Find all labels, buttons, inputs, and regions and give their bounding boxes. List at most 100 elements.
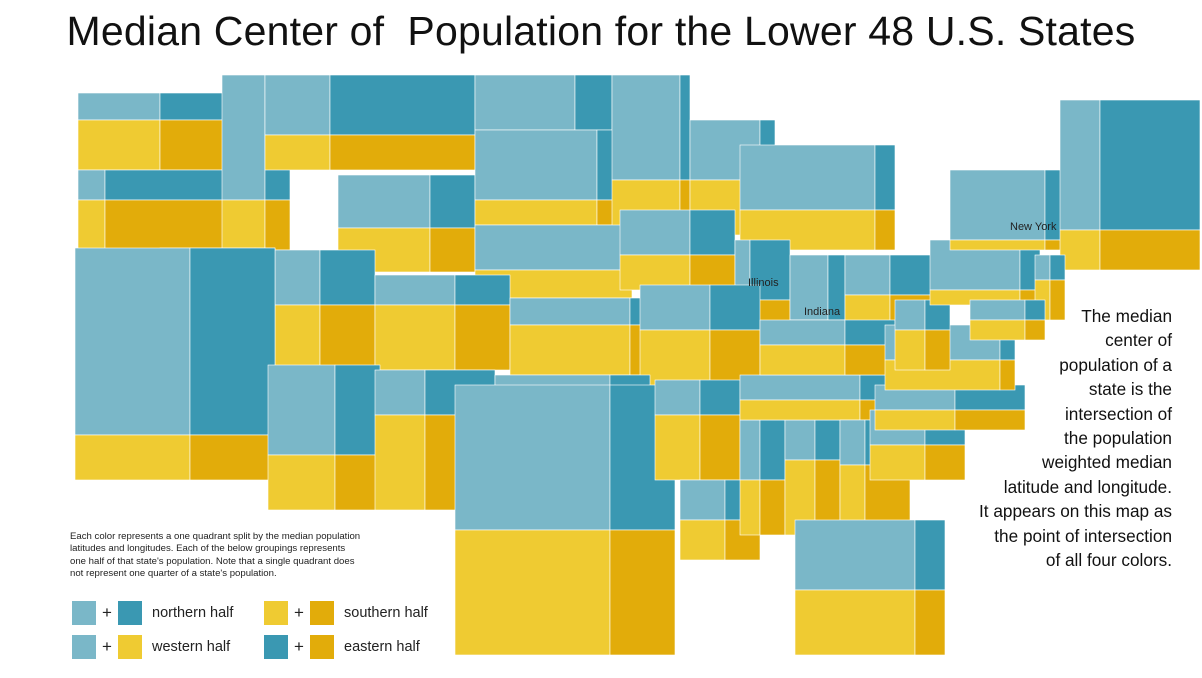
state-georgia-nw-quadrant	[839, 419, 866, 466]
state-montana-sw-quadrant	[264, 134, 331, 171]
state-michigan-se-quadrant	[874, 209, 896, 251]
state-louisiana-nw-quadrant	[679, 479, 726, 521]
state-texas-sw-quadrant	[454, 529, 611, 656]
state-minnesota-nw-quadrant	[611, 74, 681, 181]
swatch-northwest	[72, 601, 96, 625]
explanation-line: center of	[1105, 330, 1172, 351]
plus-sign: +	[294, 637, 304, 656]
state-ohio-ne-quadrant	[889, 254, 936, 296]
state-colorado-se-quadrant	[454, 304, 511, 371]
state-nebraska-nw-quadrant	[474, 224, 633, 271]
state-kentucky-sw-quadrant	[759, 344, 846, 376]
state-label-indiana: Indiana	[804, 306, 841, 318]
swatch-southwest	[118, 635, 142, 659]
state-minnesota-ne-quadrant	[679, 74, 691, 181]
state-new-jersey-se-quadrant	[1049, 279, 1066, 321]
state-west-virginia-sw-quadrant	[894, 329, 926, 371]
state-michigan-ne-quadrant	[874, 144, 896, 211]
state-label-new-york: New York	[1010, 221, 1057, 233]
state-virginia-se-quadrant	[999, 359, 1016, 391]
state-utah-se-quadrant	[319, 304, 376, 371]
legend-label-northern: northern half	[152, 605, 234, 621]
state-idaho-se-quadrant	[264, 199, 291, 251]
legend-eastern: + eastern half	[264, 634, 420, 660]
swatch-northeast	[264, 635, 288, 659]
state-arizona-ne-quadrant	[334, 364, 381, 456]
state-wyoming-nw-quadrant	[337, 174, 431, 229]
legend-southern: + southern half	[264, 600, 428, 626]
explanation-line: population of a	[1059, 354, 1172, 375]
state-utah-sw-quadrant	[274, 304, 321, 371]
state-new-jersey-ne-quadrant	[1049, 254, 1066, 281]
explanation-line: It appears on this map as	[979, 501, 1172, 522]
explanation-text: The median center of population of a sta…	[940, 304, 1172, 572]
state-michigan-nw-quadrant	[739, 144, 876, 211]
state-oregon-ne-quadrant	[104, 169, 226, 201]
state-new-england-sw-quadrant	[1059, 229, 1101, 271]
swatch-northeast	[118, 601, 142, 625]
state-north-dakota-ne-quadrant	[574, 74, 613, 131]
state-kansas-nw-quadrant	[509, 297, 631, 326]
state-kansas-sw-quadrant	[509, 324, 631, 376]
state-ohio-nw-quadrant	[844, 254, 891, 296]
state-label-illinois: Illinois	[748, 277, 779, 289]
state-louisiana-sw-quadrant	[679, 519, 726, 561]
state-maryland-delaware-se-quadrant	[1024, 319, 1046, 341]
state-washington-ne-quadrant	[159, 92, 226, 121]
state-oregon-se-quadrant	[104, 199, 226, 251]
plus-sign: +	[102, 637, 112, 656]
swatch-southeast	[310, 635, 334, 659]
state-new-york-sw-quadrant	[949, 239, 1046, 251]
state-california-nw-quadrant	[74, 247, 191, 436]
state-arkansas-nw-quadrant	[654, 379, 701, 416]
us-states-map	[74, 74, 1200, 656]
state-washington-sw-quadrant	[77, 119, 161, 171]
state-arizona-nw-quadrant	[267, 364, 336, 456]
state-kentucky-nw-quadrant	[759, 319, 846, 346]
explanation-line: weighted median	[1042, 452, 1172, 473]
note-line: not represent one quarter of a state's p…	[70, 568, 277, 580]
swatch-southeast	[310, 601, 334, 625]
state-missouri-ne-quadrant	[709, 284, 761, 331]
map-title: Median Center of Population for the Lowe…	[66, 8, 1136, 54]
explanation-line: of all four colors.	[1045, 550, 1172, 571]
state-colorado-sw-quadrant	[374, 304, 456, 371]
legend-western: + western half	[72, 634, 230, 660]
plus-sign: +	[294, 603, 304, 622]
explanation-line: the population	[1064, 428, 1172, 449]
state-colorado-nw-quadrant	[374, 274, 456, 306]
state-california-sw-quadrant	[74, 434, 191, 481]
state-utah-ne-quadrant	[319, 249, 376, 306]
state-florida-nw-quadrant	[794, 519, 916, 591]
state-montana-se-quadrant	[329, 134, 476, 171]
state-new-jersey-nw-quadrant	[1034, 254, 1051, 281]
explanation-line: latitude and longitude.	[1003, 476, 1172, 497]
state-california-ne-quadrant	[189, 247, 276, 436]
state-arizona-sw-quadrant	[267, 454, 336, 511]
state-arkansas-ne-quadrant	[699, 379, 741, 416]
state-alabama-nw-quadrant	[784, 419, 816, 461]
note-line: latitudes and longitudes. Each of the be…	[70, 543, 346, 555]
state-west-virginia-nw-quadrant	[894, 299, 926, 331]
explanation-line: The median	[1081, 306, 1172, 326]
state-south-dakota-sw-quadrant	[474, 199, 598, 226]
state-arkansas-se-quadrant	[699, 414, 741, 481]
state-tennessee-sw-quadrant	[739, 399, 861, 421]
legend-label-eastern: eastern half	[344, 639, 420, 655]
state-washington-nw-quadrant	[77, 92, 161, 121]
state-idaho-sw-quadrant	[221, 199, 266, 251]
legend-note: Each color represents a one quadrant spl…	[70, 531, 440, 581]
state-montana-nw-quadrant	[264, 74, 331, 136]
state-indiana-nw-quadrant	[789, 254, 829, 321]
state-florida-ne-quadrant	[914, 519, 946, 591]
state-california-se-quadrant	[189, 434, 276, 481]
state-iowa-se-quadrant	[689, 254, 736, 291]
state-iowa-sw-quadrant	[619, 254, 691, 291]
legend-label-southern: southern half	[344, 605, 428, 621]
state-north-carolina-se-quadrant	[954, 409, 1026, 431]
state-new-mexico-sw-quadrant	[374, 414, 426, 511]
swatch-southwest	[264, 601, 288, 625]
state-oregon-nw-quadrant	[77, 169, 106, 201]
explanation-line: the point of intersection	[994, 525, 1172, 546]
state-iowa-nw-quadrant	[619, 209, 691, 256]
